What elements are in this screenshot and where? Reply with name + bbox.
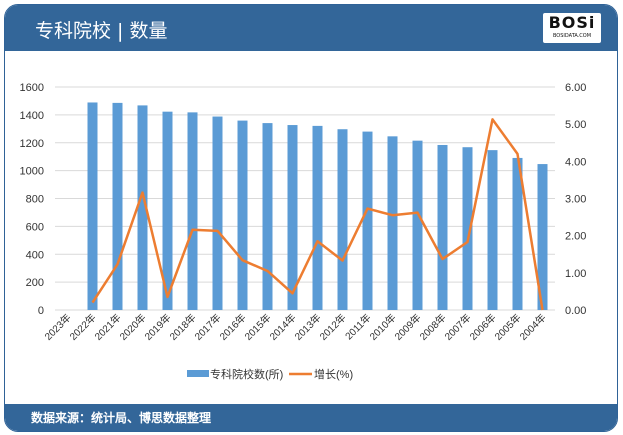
- bar: [462, 147, 473, 310]
- bar: [387, 136, 398, 310]
- bar: [412, 140, 423, 310]
- bar: [112, 102, 123, 310]
- bar: [337, 129, 348, 310]
- left-tick-label: 1000: [20, 166, 44, 178]
- header-bar: 专科院校 | 数量 BOSi BOSIDATA.COM: [5, 5, 617, 51]
- right-tick-label: 0.00: [565, 305, 586, 317]
- x-tick-label: 2005年: [492, 311, 524, 343]
- x-tick-label: 2008年: [417, 311, 449, 343]
- bar: [487, 150, 498, 310]
- x-tick-label: 2007年: [442, 311, 474, 343]
- bar: [137, 105, 148, 311]
- bar: [537, 164, 548, 310]
- x-tick-label: 2018年: [167, 311, 199, 343]
- x-tick-label: 2015年: [242, 311, 274, 343]
- bar: [212, 116, 223, 310]
- data-source: 数据来源：统计局、博思数据整理: [31, 411, 212, 425]
- x-tick-label: 2012年: [317, 311, 349, 343]
- bar: [187, 112, 198, 311]
- left-tick-label: 1200: [20, 138, 44, 150]
- x-tick-label: 2006年: [467, 311, 499, 343]
- bar: [262, 123, 273, 311]
- legend-bar-swatch: [187, 370, 209, 377]
- x-tick-label: 2022年: [67, 311, 99, 343]
- logo-sub: BOSIDATA.COM: [552, 33, 592, 39]
- right-tick-label: 4.00: [565, 156, 586, 168]
- x-tick-label: 2023年: [42, 311, 74, 343]
- bar: [362, 131, 373, 310]
- left-tick-label: 400: [26, 249, 44, 261]
- bar: [87, 102, 98, 310]
- footer-bar: 数据来源：统计局、博思数据整理: [5, 404, 617, 431]
- left-tick-label: 200: [26, 277, 44, 289]
- logo-text: BOSi: [548, 13, 596, 32]
- bar: [162, 111, 173, 310]
- bosi-logo: BOSi BOSIDATA.COM: [543, 13, 601, 43]
- x-tick-label: 2017年: [192, 311, 224, 343]
- left-tick-label: 1400: [20, 110, 44, 122]
- left-tick-label: 800: [26, 194, 44, 206]
- chart-title: 专科院校 | 数量: [35, 20, 168, 42]
- x-tick-label: 2019年: [142, 311, 174, 343]
- x-tick-label: 2009年: [392, 311, 424, 343]
- x-tick-label: 2011年: [342, 311, 373, 342]
- right-tick-label: 1.00: [565, 268, 586, 280]
- legend-bar-label: 专科院校数(所): [210, 367, 283, 381]
- x-tick-label: 2010年: [367, 311, 399, 343]
- x-tick-label: 2004年: [517, 311, 549, 343]
- x-tick-label: 2016年: [217, 311, 249, 343]
- bar: [437, 144, 448, 310]
- left-tick-label: 600: [26, 221, 44, 233]
- x-tick-label: 2014年: [267, 311, 299, 343]
- bar: [237, 120, 248, 310]
- right-tick-label: 5.00: [565, 119, 586, 131]
- right-tick-label: 3.00: [565, 194, 586, 206]
- x-tick-label: 2021年: [92, 311, 124, 343]
- x-tick-label: 2020年: [117, 311, 149, 343]
- bar: [312, 125, 323, 311]
- bar: [287, 125, 298, 310]
- right-tick-label: 6.00: [565, 82, 586, 94]
- legend-line-label: 增长(%): [314, 367, 353, 381]
- x-tick-label: 2013年: [292, 311, 324, 343]
- left-tick-label: 1600: [20, 82, 44, 94]
- bar: [512, 157, 523, 310]
- right-tick-label: 2.00: [565, 231, 586, 243]
- left-tick-label: 0: [38, 305, 44, 317]
